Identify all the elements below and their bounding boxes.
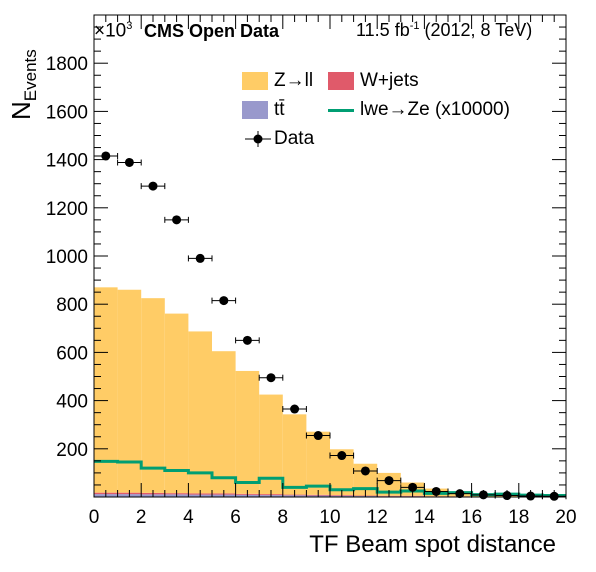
bar-zll-bin-6 [235, 370, 260, 494]
legend-label-data: Data [274, 128, 315, 149]
y-tick-label-1000: 1000 [46, 247, 88, 268]
data-point-bin-2 [140, 181, 166, 191]
legend-item-wjets: W+jets [328, 70, 419, 92]
y-axis-label-main: N [6, 101, 36, 120]
bar-zll-bin-3 [164, 313, 189, 494]
data-point-bin-5 [211, 296, 237, 306]
y-tick-label-1400: 1400 [46, 151, 88, 172]
data-marker-11 [360, 466, 370, 476]
x-tick-label-4: 4 [183, 507, 194, 528]
experiment-label: CMS Open Data [144, 21, 280, 41]
y-tick-label-1200: 1200 [46, 199, 88, 220]
data-point-bin-4 [187, 253, 213, 263]
data-point-bin-12 [376, 476, 402, 486]
data-point-bin-13 [400, 482, 425, 492]
lumi-value: 11.5 fb [356, 20, 410, 40]
y-tick-label-800: 800 [56, 295, 88, 316]
x-tick-label-2: 2 [136, 507, 147, 528]
x-tick-label-16: 16 [461, 507, 482, 528]
data-point-bin-3 [164, 215, 189, 225]
y-axis-label: NEvents [6, 49, 40, 120]
axis-ticks: 0 2 4 6 8 10 12 14 16 18 20 200 400 600 800 1000 1200 140… [46, 15, 577, 528]
y-tick-label-600: 600 [56, 343, 88, 364]
data-point-bin-8 [282, 404, 307, 414]
x-axis-label: TF Beam spot distance [309, 531, 556, 558]
data-marker-1 [124, 157, 134, 167]
legend-label-zll: Z→ll [274, 70, 314, 91]
legend-swatch-signal [328, 108, 354, 112]
multiplier-prefix: ×10 [94, 20, 127, 42]
legend-item-data: Data [242, 128, 314, 150]
data-marker-10 [337, 451, 347, 461]
y-tick-label-1800: 1800 [46, 54, 88, 75]
lumi-suffix: (2012, 8 TeV) [419, 20, 533, 40]
legend-item-ttbar: tt̄ [242, 99, 285, 121]
data-point-bin-10 [329, 451, 355, 461]
y-tick-label-1600: 1600 [46, 102, 88, 123]
y-tick-label-400: 400 [56, 392, 88, 413]
lumi-power: -1 [409, 20, 420, 32]
data-point-bin-7 [258, 373, 284, 383]
legend-label-wjets: W+jets [360, 70, 419, 91]
bar-zll-bin-10 [330, 449, 354, 496]
legend-marker-data [245, 131, 271, 147]
bar-zll-bin-9 [306, 431, 330, 495]
data-marker-0 [101, 151, 111, 161]
legend-swatch-zll [242, 72, 268, 90]
data-marker-7 [266, 373, 276, 383]
x-tick-label-18: 18 [508, 507, 529, 528]
data-marker-4 [195, 253, 205, 263]
legend-swatch-ttbar [242, 101, 268, 119]
data-marker-5 [219, 296, 229, 306]
data-marker-8 [290, 404, 300, 414]
data-point-bin-9 [305, 431, 331, 441]
data-point-bin-0 [93, 151, 119, 161]
data-marker-9 [313, 431, 323, 441]
bar-zll-bin-4 [188, 331, 212, 494]
x-tick-label-6: 6 [230, 507, 241, 528]
x-tick-label-20: 20 [555, 507, 576, 528]
multiplier-power: 3 [126, 20, 133, 32]
legend-label-signal: lwe→Ze (x10000) [360, 99, 510, 120]
legend-item-signal: lwe→Ze (x10000) [328, 99, 510, 121]
bar-zll-bin-8 [282, 414, 307, 495]
y-axis-label-sub: Events [21, 49, 40, 101]
legend-label-ttbar: tt̄ [274, 99, 285, 120]
x-tick-label-0: 0 [89, 507, 100, 528]
bar-zll-bin-1 [117, 289, 142, 493]
bar-zll-bin-2 [141, 298, 165, 493]
data-point-bin-11 [353, 466, 378, 476]
x-tick-label-8: 8 [278, 507, 289, 528]
data-marker-2 [148, 181, 158, 191]
x-tick-label-10: 10 [319, 507, 340, 528]
data-point-bin-1 [117, 157, 142, 167]
stack-histograms [94, 287, 566, 497]
legend-swatch-wjets [328, 72, 354, 90]
data-marker-6 [242, 335, 252, 345]
bar-zll-bin-7 [259, 394, 283, 495]
bar-zll-bin-5 [212, 351, 236, 494]
data-point-bin-6 [235, 335, 260, 345]
y-tick-label-200: 200 [56, 440, 88, 461]
data-marker-13 [408, 482, 418, 492]
x-tick-label-12: 12 [367, 507, 388, 528]
x-tick-label-14: 14 [414, 507, 436, 528]
data-marker-12 [384, 476, 394, 486]
y-axis-multiplier: ×103 [94, 20, 132, 42]
legend-item-zll: Z→ll [242, 70, 313, 92]
bar-zll-bin-0 [94, 287, 118, 493]
data-marker-3 [172, 215, 182, 225]
luminosity-label: 11.5 fb-1 (2012, 8 TeV) [356, 20, 532, 41]
